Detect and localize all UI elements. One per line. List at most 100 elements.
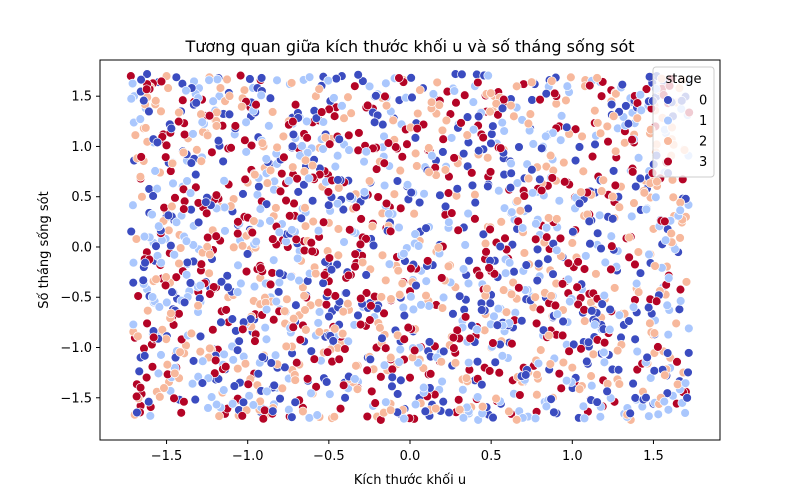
scatter-point-stage-3	[380, 343, 391, 353]
scatter-point-stage-2	[443, 261, 454, 272]
scatter-point-stage-0	[275, 393, 285, 404]
scatter-point-stage-1	[208, 96, 218, 106]
scatter-point-stage-1	[463, 278, 474, 289]
scatter-point-stage-0	[536, 143, 547, 154]
scatter-point-stage-2	[307, 160, 318, 171]
scatter-point-stage-0	[440, 201, 451, 212]
scatter-point-stage-3	[329, 111, 340, 121]
scatter-point-stage-2	[394, 289, 405, 300]
scatter-point-stage-1	[528, 139, 539, 149]
scatter-point-stage-2	[511, 81, 522, 92]
scatter-point-stage-1	[339, 237, 349, 247]
scatter-point-stage-3	[409, 345, 420, 356]
scatter-point-stage-0	[543, 254, 553, 264]
scatter-point-stage-2	[159, 383, 169, 393]
scatter-point-stage-1	[219, 385, 229, 395]
scatter-point-stage-0	[392, 389, 403, 399]
scatter-point-stage-1	[599, 357, 610, 368]
scatter-point-stage-2	[377, 250, 388, 261]
scatter-point-stage-1	[628, 302, 639, 312]
scatter-point-stage-3	[572, 282, 582, 292]
scatter-point-stage-0	[143, 396, 154, 407]
scatter-point-stage-1	[468, 97, 479, 107]
scatter-point-stage-3	[221, 361, 231, 372]
scatter-point-stage-3	[318, 217, 329, 227]
scatter-point-stage-0	[592, 397, 602, 407]
scatter-point-stage-0	[444, 407, 454, 418]
scatter-point-stage-3	[485, 224, 495, 235]
scatter-point-stage-3	[451, 97, 461, 108]
scatter-point-stage-3	[406, 263, 416, 274]
x-tick-label: 0.5	[481, 449, 502, 464]
scatter-point-stage-1	[323, 75, 333, 86]
scatter-point-stage-3	[459, 90, 470, 100]
scatter-point-stage-1	[379, 180, 390, 191]
scatter-point-stage-2	[329, 412, 340, 422]
scatter-point-stage-2	[308, 216, 318, 227]
scatter-point-stage-3	[233, 217, 243, 227]
scatter-point-stage-2	[525, 109, 536, 119]
scatter-point-stage-2	[161, 272, 171, 282]
scatter-point-stage-0	[126, 226, 136, 237]
scatter-point-stage-0	[533, 258, 544, 269]
scatter-point-stage-3	[292, 173, 302, 184]
scatter-point-stage-3	[366, 301, 376, 311]
scatter-point-stage-0	[532, 275, 543, 286]
scatter-point-stage-0	[222, 271, 232, 281]
scatter-point-stage-1	[244, 390, 254, 401]
scatter-point-stage-3	[576, 344, 586, 354]
scatter-point-stage-3	[148, 332, 159, 343]
scatter-point-stage-1	[506, 158, 516, 169]
scatter-point-stage-3	[507, 338, 517, 349]
scatter-point-stage-1	[497, 351, 508, 361]
scatter-point-stage-1	[587, 380, 597, 391]
scatter-point-stage-1	[402, 180, 413, 190]
scatter-point-stage-3	[395, 203, 406, 214]
scatter-point-stage-3	[306, 237, 317, 248]
scatter-point-stage-3	[178, 95, 188, 105]
scatter-point-stage-0	[132, 407, 142, 418]
scatter-point-stage-2	[280, 306, 290, 316]
scatter-point-stage-1	[489, 311, 499, 322]
scatter-point-stage-1	[458, 264, 469, 274]
scatter-point-stage-3	[161, 140, 172, 151]
scatter-point-stage-3	[627, 167, 638, 177]
scatter-point-stage-2	[196, 109, 206, 119]
scatter-point-stage-3	[355, 239, 366, 250]
scatter-point-stage-1	[533, 358, 544, 369]
scatter-point-stage-3	[323, 187, 334, 197]
scatter-point-stage-1	[633, 153, 644, 163]
scatter-point-stage-3	[437, 273, 447, 283]
scatter-point-stage-0	[290, 397, 300, 408]
scatter-point-stage-3	[350, 81, 360, 91]
scatter-point-stage-0	[448, 309, 458, 319]
scatter-point-stage-0	[488, 412, 498, 423]
scatter-point-stage-1	[408, 304, 419, 315]
scatter-point-stage-2	[598, 175, 609, 185]
scatter-point-stage-3	[535, 94, 545, 105]
scatter-point-stage-2	[388, 115, 398, 126]
scatter-point-stage-1	[561, 375, 572, 386]
scatter-point-stage-2	[588, 349, 599, 360]
scatter-point-stage-1	[265, 216, 275, 226]
scatter-point-stage-3	[136, 152, 146, 162]
scatter-point-stage-0	[523, 203, 533, 214]
scatter-point-stage-3	[627, 134, 637, 145]
scatter-point-stage-0	[674, 304, 685, 315]
scatter-point-stage-3	[210, 368, 220, 378]
scatter-point-stage-2	[432, 77, 442, 88]
scatter-point-stage-3	[307, 246, 317, 257]
scatter-point-stage-2	[660, 370, 670, 380]
scatter-point-stage-1	[541, 223, 552, 233]
scatter-point-stage-1	[272, 75, 282, 86]
scatter-point-stage-2	[506, 100, 516, 111]
scatter-point-stage-0	[288, 129, 299, 140]
scatter-point-stage-2	[298, 406, 308, 417]
scatter-point-stage-2	[546, 291, 556, 301]
scatter-point-stage-1	[463, 357, 474, 368]
scatter-point-stage-2	[545, 150, 556, 161]
scatter-point-stage-3	[379, 158, 390, 168]
scatter-point-stage-1	[507, 207, 517, 217]
scatter-point-stage-2	[167, 158, 178, 169]
scatter-point-stage-2	[204, 268, 214, 279]
